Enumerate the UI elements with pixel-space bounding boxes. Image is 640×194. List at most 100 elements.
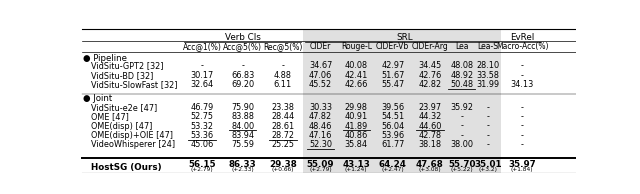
Text: 34.67: 34.67 <box>309 61 332 70</box>
Text: -: - <box>486 103 490 112</box>
Text: 30.17: 30.17 <box>191 71 214 80</box>
Text: 34.13: 34.13 <box>511 81 534 89</box>
Text: -: - <box>521 140 524 149</box>
Text: 47.06: 47.06 <box>309 71 332 80</box>
Text: 45.06: 45.06 <box>190 140 214 149</box>
Text: 47.16: 47.16 <box>309 131 332 140</box>
Text: 25.25: 25.25 <box>271 140 294 149</box>
Text: 38.00: 38.00 <box>450 140 473 149</box>
Text: 53.36: 53.36 <box>191 131 214 140</box>
Text: -: - <box>241 61 244 70</box>
Text: (+2.79): (+2.79) <box>191 167 213 172</box>
Text: 64.24: 64.24 <box>379 160 406 169</box>
Text: (+3.2): (+3.2) <box>479 167 497 172</box>
Text: -: - <box>282 61 284 70</box>
Text: OME [47]: OME [47] <box>92 112 129 121</box>
Text: ● Joint: ● Joint <box>83 94 112 103</box>
Text: -: - <box>486 131 490 140</box>
Text: 52.30: 52.30 <box>309 140 332 149</box>
Text: 42.76: 42.76 <box>419 71 442 80</box>
Text: 42.97: 42.97 <box>381 61 404 70</box>
Text: Macro-Acc(%): Macro-Acc(%) <box>496 42 548 51</box>
Text: 29.38: 29.38 <box>269 160 297 169</box>
Text: -: - <box>521 103 524 112</box>
Text: HostSG (Ours): HostSG (Ours) <box>92 163 162 171</box>
Text: 75.90: 75.90 <box>231 103 254 112</box>
Text: 55.70: 55.70 <box>448 160 476 169</box>
Text: 39.56: 39.56 <box>381 103 404 112</box>
Text: 6.11: 6.11 <box>274 81 292 89</box>
Text: 69.20: 69.20 <box>231 81 254 89</box>
Text: CIDEr: CIDEr <box>310 42 332 51</box>
Text: 28.61: 28.61 <box>271 122 294 131</box>
Text: 47.68: 47.68 <box>416 160 444 169</box>
Text: (+1.84): (+1.84) <box>511 167 534 172</box>
Text: 53.96: 53.96 <box>381 131 404 140</box>
Text: OME(disp) [47]: OME(disp) [47] <box>92 122 153 131</box>
Text: Lea: Lea <box>455 42 468 51</box>
Text: 40.08: 40.08 <box>345 61 368 70</box>
Text: 23.38: 23.38 <box>271 103 294 112</box>
Text: -: - <box>460 131 463 140</box>
Text: 4.88: 4.88 <box>274 71 292 80</box>
Text: 28.72: 28.72 <box>271 131 294 140</box>
Text: 32.64: 32.64 <box>190 81 214 89</box>
Text: 40.91: 40.91 <box>345 112 368 121</box>
Text: 52.75: 52.75 <box>191 112 214 121</box>
Text: 48.46: 48.46 <box>309 122 332 131</box>
Text: 38.18: 38.18 <box>419 140 442 149</box>
Text: 42.82: 42.82 <box>419 81 442 89</box>
Text: 55.09: 55.09 <box>307 160 334 169</box>
Text: VidSitu-e2e [47]: VidSitu-e2e [47] <box>92 103 157 112</box>
Text: -: - <box>521 131 524 140</box>
Text: EvRel: EvRel <box>510 33 534 42</box>
Text: (+2.33): (+2.33) <box>231 167 254 172</box>
Text: 35.92: 35.92 <box>450 103 473 112</box>
Text: -: - <box>460 112 463 121</box>
Text: 55.47: 55.47 <box>381 81 404 89</box>
Text: CIDEr-Arg: CIDEr-Arg <box>412 42 448 51</box>
Text: 75.59: 75.59 <box>231 140 254 149</box>
Text: Verb Cls: Verb Cls <box>225 33 260 42</box>
Text: 45.52: 45.52 <box>309 81 332 89</box>
Text: -: - <box>486 122 490 131</box>
Text: (+1.24): (+1.24) <box>345 167 367 172</box>
Text: VidSitu-GPT2 [32]: VidSitu-GPT2 [32] <box>92 61 164 70</box>
Text: ● Pipeline: ● Pipeline <box>83 54 127 63</box>
Text: 51.67: 51.67 <box>381 71 404 80</box>
Text: -: - <box>521 71 524 80</box>
Text: 50.48: 50.48 <box>450 81 473 89</box>
Text: -: - <box>460 122 463 131</box>
Text: VideoWhisperer [24]: VideoWhisperer [24] <box>92 140 175 149</box>
Text: (+5.22): (+5.22) <box>451 167 473 172</box>
Text: 44.60: 44.60 <box>419 122 442 131</box>
Bar <box>303 29 501 173</box>
Text: 47.82: 47.82 <box>309 112 332 121</box>
Text: (+0.66): (+0.66) <box>271 167 294 172</box>
Text: (+2.79): (+2.79) <box>309 167 332 172</box>
Text: VidSitu-SlowFast [32]: VidSitu-SlowFast [32] <box>92 81 178 89</box>
Text: 53.32: 53.32 <box>191 122 214 131</box>
Text: 61.77: 61.77 <box>381 140 404 149</box>
Text: 28.10: 28.10 <box>476 61 500 70</box>
Text: 56.15: 56.15 <box>188 160 216 169</box>
Text: 83.94: 83.94 <box>231 131 254 140</box>
Text: 48.92: 48.92 <box>450 71 473 80</box>
Text: 56.04: 56.04 <box>381 122 404 131</box>
Text: 34.45: 34.45 <box>419 61 442 70</box>
Text: -: - <box>486 112 490 121</box>
Text: -: - <box>486 140 490 149</box>
Text: (+3.08): (+3.08) <box>419 167 442 172</box>
Text: 41.89: 41.89 <box>345 122 368 131</box>
Text: 31.99: 31.99 <box>476 81 500 89</box>
Text: 42.66: 42.66 <box>344 81 368 89</box>
Text: OME(disp)+OIE [47]: OME(disp)+OIE [47] <box>92 131 173 140</box>
Text: 42.78: 42.78 <box>419 131 442 140</box>
Text: 83.88: 83.88 <box>231 112 254 121</box>
Text: 29.98: 29.98 <box>345 103 368 112</box>
Text: VidSitu-BD [32]: VidSitu-BD [32] <box>92 71 154 80</box>
Text: 54.51: 54.51 <box>381 112 404 121</box>
Text: 33.58: 33.58 <box>476 71 499 80</box>
Text: Lea-S: Lea-S <box>477 42 499 51</box>
Text: 35.84: 35.84 <box>345 140 368 149</box>
